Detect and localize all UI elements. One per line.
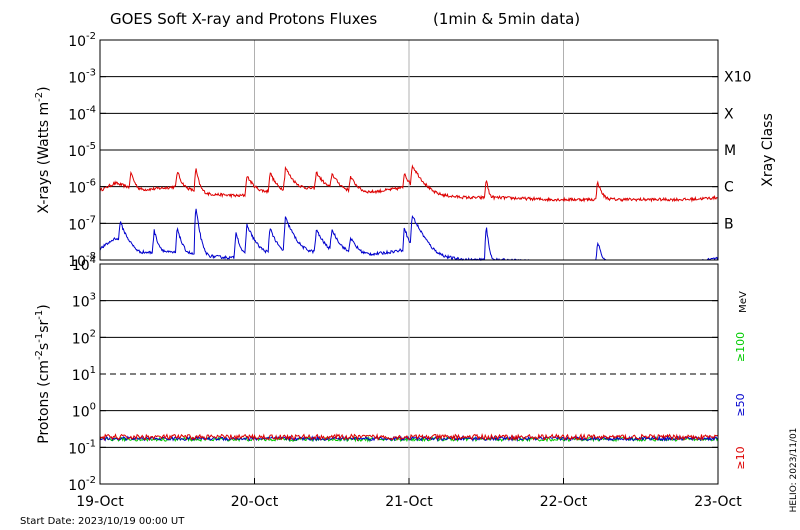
xray-class-label: X10	[724, 70, 751, 86]
proton-legend-entry: ≥50	[734, 393, 747, 416]
xray-y-tick-labels: 10-2 10-3 10-4 10-5 10-6 10-7 10-8	[68, 31, 718, 270]
x-tick-label: 23-Oct	[694, 494, 742, 510]
xray-class-label: M	[724, 143, 736, 159]
proton-y-tick-label: 101	[72, 365, 96, 384]
proton-energy-legend: ≥100 ≥50 ≥10	[734, 332, 747, 470]
proton-y-tick-label: 104	[72, 255, 96, 274]
xray-y-tick-label: 10-3	[68, 68, 96, 87]
xray-class-labels: X10 X M C B	[724, 70, 751, 233]
start-date-label: Start Date: 2023/10/19 00:00 UT	[20, 516, 185, 527]
xray-vertical-gridlines	[254, 40, 564, 260]
x-tick-label: 19-Oct	[76, 494, 124, 510]
xray-class-label: B	[724, 216, 734, 232]
xray-y-tick-label: 10-5	[68, 141, 96, 160]
proton-y-tick-label: 10-1	[68, 438, 96, 457]
proton-y-tick-label: 10-2	[68, 475, 96, 494]
x-tick-label: 20-Oct	[231, 494, 279, 510]
proton-y-tick-label: 102	[72, 328, 96, 347]
proton-vertical-gridlines	[254, 264, 564, 484]
helio-date-label: HELIO: 2023/11/01	[789, 428, 799, 513]
xray-series-line	[99, 164, 719, 203]
proton-y-tick-labels: 104 103 102 101 100 10-1 10-2	[68, 255, 718, 494]
xray-y-tick-label: 10-2	[68, 31, 96, 50]
proton-legend-entry: ≥10	[734, 446, 747, 469]
chart-title: GOES Soft X-ray and Protons Fluxes	[110, 10, 377, 28]
xray-class-label: X	[724, 106, 734, 122]
proton-y-tick-label: 103	[72, 292, 96, 311]
proton-legend-entry: ≥100	[734, 332, 747, 362]
x-tick-label: 22-Oct	[540, 494, 588, 510]
proton-y-tick-label: 100	[72, 402, 96, 421]
x-tick-label: 21-Oct	[385, 494, 433, 510]
xray-panel: 10-2 10-3 10-4 10-5 10-6 10-7 10-8 X10 X M C B X-r…	[34, 31, 776, 270]
proton-series-group	[99, 432, 719, 443]
xray-class-label: C	[724, 180, 734, 196]
xray-y-tick-label: 10-7	[68, 214, 96, 233]
xray-y-tick-label: 10-8	[68, 251, 96, 270]
chart-subtitle: (1min & 5min data)	[433, 10, 580, 28]
proton-y-axis-label: Protons (cm-2s-1sr-1)	[34, 304, 52, 443]
xray-y-axis-label: X-rays (Watts m-2)	[34, 86, 52, 213]
xray-y-tick-label: 10-4	[68, 104, 96, 123]
proton-unit-label: MeV	[738, 291, 749, 313]
x-axis-tick-labels: 19-Oct 20-Oct 21-Oct 22-Oct 23-Oct	[76, 478, 742, 510]
xray-class-axis-label: Xray Class	[760, 113, 776, 187]
proton-series-line	[99, 432, 719, 442]
xray-y-tick-label: 10-6	[68, 178, 96, 197]
